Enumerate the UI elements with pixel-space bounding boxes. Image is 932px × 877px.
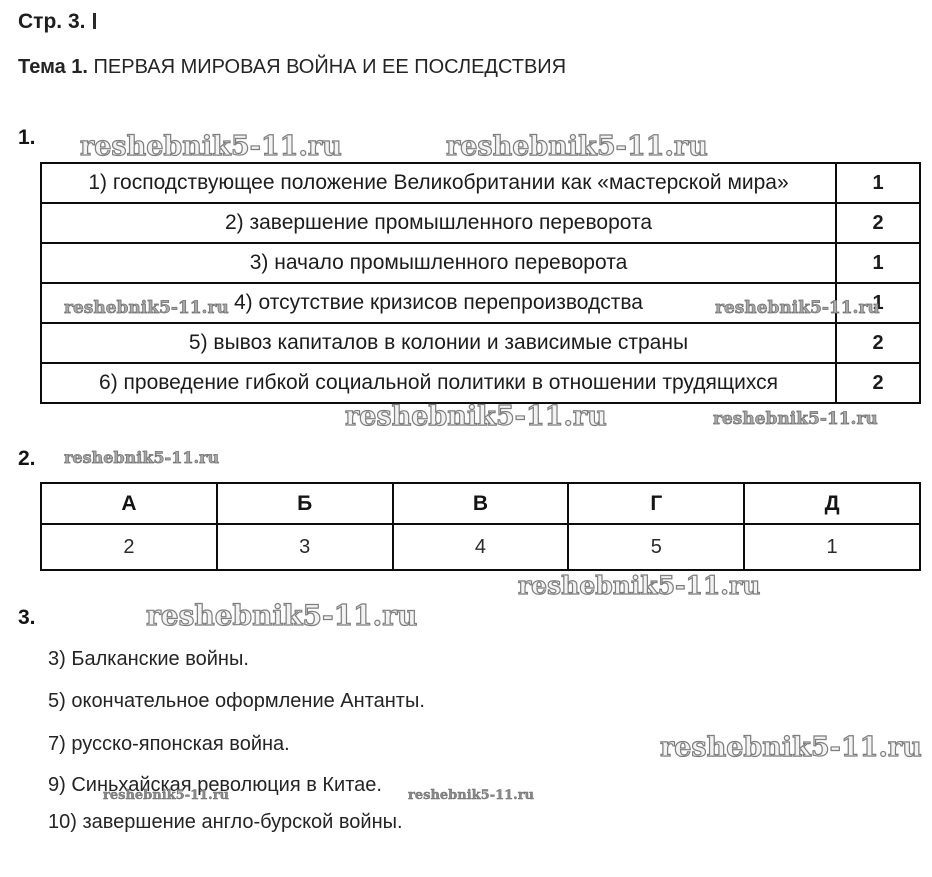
table-header-cell: Г [567, 482, 746, 525]
page-number-header: Стр. 3. [18, 10, 97, 34]
table-header-cell: А [40, 482, 218, 525]
table-row: 1) господствующее положение Великобритан… [40, 162, 921, 204]
table-cell-text: 5) вывоз капиталов в колонии и зависимые… [40, 322, 837, 364]
partial-character [93, 13, 97, 29]
table-header-row: А Б В Г Д [40, 482, 921, 525]
watermark: reshebnik5-11.ru [713, 409, 878, 429]
list-item: 9) Синьхайская революция в Китае. [48, 774, 382, 796]
table-cell-value: 3 [215, 523, 394, 571]
topic-prefix: Тема 1. [18, 56, 88, 78]
table-cell-text: 1) господствующее положение Великобритан… [40, 162, 837, 204]
list-item: 7) русско-японская война. [48, 733, 290, 755]
table-row: 2) завершение промышленного переворота 2 [40, 202, 921, 244]
table-row: 4) отсутствие кризисов перепроизводства … [40, 282, 921, 324]
table-header-cell: В [391, 482, 570, 525]
topic-title: Тема 1. ПЕРВАЯ МИРОВАЯ ВОЙНА И ЕЕ ПОСЛЕД… [18, 56, 566, 79]
answers-table-1: 1) господствующее положение Великобритан… [40, 162, 921, 404]
table-cell-text: 6) проведение гибкой социальной политики… [40, 362, 837, 404]
table-cell-value: 2 [835, 202, 921, 244]
list-item: 5) окончательное оформление Антанты. [48, 690, 425, 712]
table-cell-value: 4 [391, 523, 570, 571]
table-cell-text: 3) начало промышленного переворота [40, 242, 837, 284]
table-cell-value: 1 [743, 523, 921, 571]
list-item: 10) завершение англо-бурской войны. [48, 811, 403, 833]
watermark: reshebnik5-11.ru [408, 788, 535, 803]
watermark: reshebnik5-11.ru [715, 298, 880, 318]
answers-table-2: А Б В Г Д 2 3 4 5 1 [40, 482, 921, 571]
table-cell-text: 4) отсутствие кризисов перепроизводства [40, 282, 837, 324]
table-header-cell: Б [215, 482, 394, 525]
section-1-number: 1. [18, 126, 36, 149]
table-cell-value: 5 [567, 523, 746, 571]
section-3-number: 3. [18, 606, 36, 629]
table-cell-text: 2) завершение промышленного переворота [40, 202, 837, 244]
watermark: reshebnik5-11.ru [64, 298, 229, 318]
table-cell-value: 2 [835, 362, 921, 404]
watermark: reshebnik5-11.ru [145, 599, 418, 632]
watermark: reshebnik5-11.ru [517, 571, 761, 600]
table-row: 3) начало промышленного переворота 1 [40, 242, 921, 284]
list-item: 3) Балканские войны. [48, 648, 249, 670]
table-row: 5) вывоз капиталов в колонии и зависимые… [40, 322, 921, 364]
table-row: 6) проведение гибкой социальной политики… [40, 362, 921, 404]
page-number-text: Стр. 3. [18, 10, 86, 33]
watermark: reshebnik5-11.ru [344, 401, 607, 432]
watermark: reshebnik5-11.ru [445, 131, 708, 162]
topic-text: ПЕРВАЯ МИРОВАЯ ВОЙНА И ЕЕ ПОСЛЕДСТВИЯ [93, 56, 567, 78]
watermark: reshebnik5-11.ru [103, 788, 230, 803]
watermark: reshebnik5-11.ru [79, 131, 342, 162]
watermark: reshebnik5-11.ru [659, 732, 922, 763]
table-cell-value: 1 [835, 282, 921, 324]
section-2-number: 2. [18, 447, 36, 470]
table-cell-value: 1 [835, 242, 921, 284]
table-cell-value: 1 [835, 162, 921, 204]
table-cell-value: 2 [835, 322, 921, 364]
watermark: reshebnik5-11.ru [64, 448, 220, 467]
table-cell-value: 2 [40, 523, 218, 571]
table-header-cell: Д [743, 482, 921, 525]
table-value-row: 2 3 4 5 1 [40, 523, 921, 571]
